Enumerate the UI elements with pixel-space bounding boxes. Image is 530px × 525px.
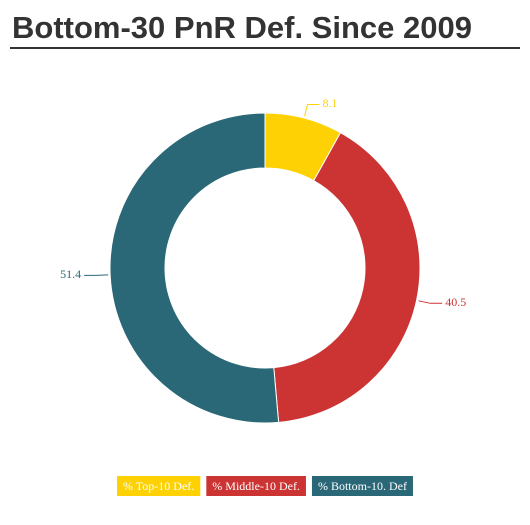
slice — [109, 112, 280, 424]
data-label: 40.5 — [445, 295, 466, 309]
legend-label: % Top-10 Def. — [123, 479, 194, 493]
leader-line — [84, 274, 109, 276]
data-label: 51.4 — [60, 267, 81, 281]
legend-swatch — [206, 476, 306, 496]
leader-line — [418, 300, 443, 304]
chart-title: Bottom-30 PnR Def. Since 2009 — [12, 10, 472, 45]
plot: 8.1 40.5 51.4 — [60, 96, 466, 424]
legend: % Top-10 Def. % Middle-10 Def. % Bottom-10… — [117, 476, 413, 496]
slice — [273, 131, 421, 423]
data-label: 8.1 — [323, 96, 338, 110]
legend-swatch — [311, 476, 413, 496]
leader-line — [304, 103, 320, 117]
legend-label: % Middle-10 Def. — [212, 479, 300, 493]
legend-label: % Bottom-10. Def — [318, 479, 407, 493]
legend-swatch — [117, 476, 201, 496]
